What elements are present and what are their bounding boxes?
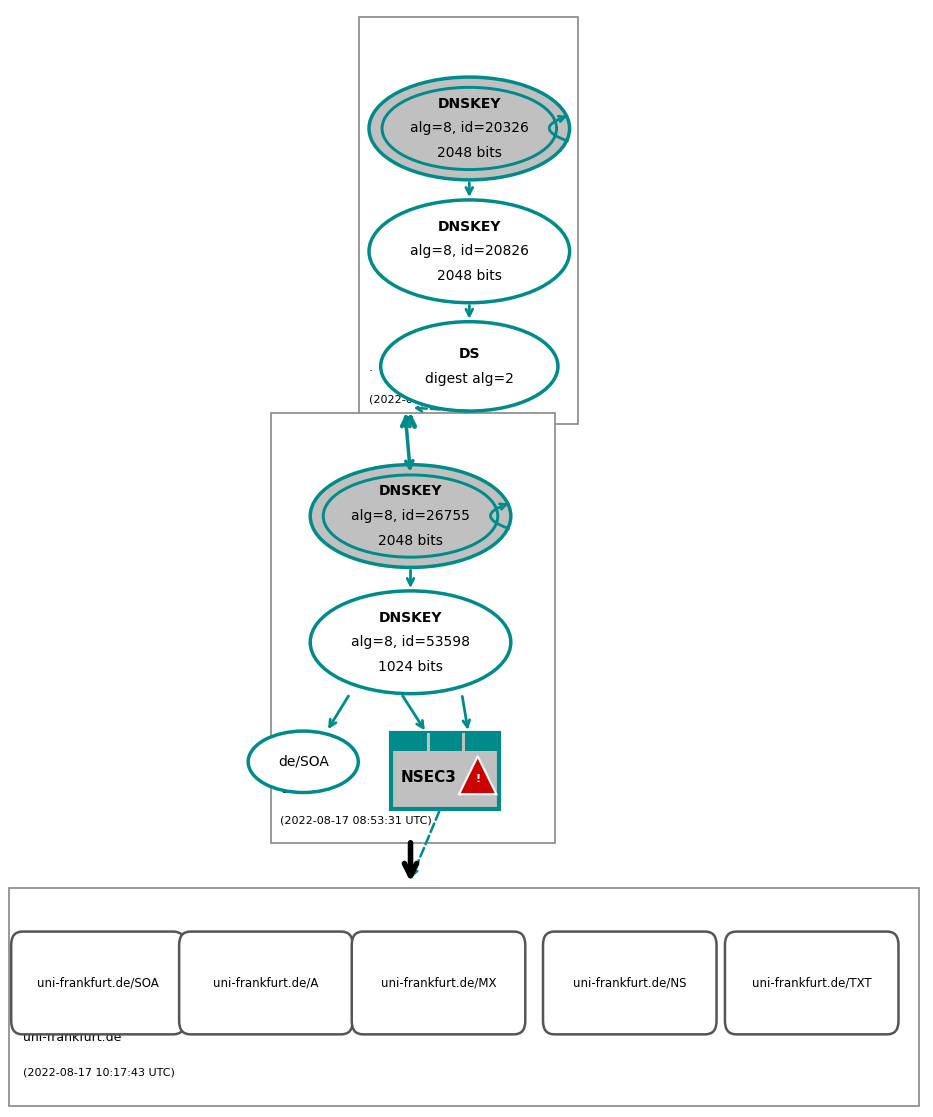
Text: alg=8, id=20326: alg=8, id=20326: [410, 122, 529, 135]
Text: uni-frankfurt.de/A: uni-frankfurt.de/A: [214, 976, 318, 990]
FancyBboxPatch shape: [9, 888, 919, 1106]
Text: DNSKEY: DNSKEY: [438, 220, 501, 233]
FancyBboxPatch shape: [179, 932, 353, 1034]
FancyBboxPatch shape: [426, 733, 429, 751]
Text: de/SOA: de/SOA: [278, 755, 328, 768]
Text: DNSKEY: DNSKEY: [379, 611, 442, 624]
Text: (2022-08-17 08:53:31 UTC): (2022-08-17 08:53:31 UTC): [280, 815, 432, 825]
Text: uni-frankfurt.de: uni-frankfurt.de: [23, 1031, 121, 1044]
Text: 2048 bits: 2048 bits: [378, 534, 443, 547]
Ellipse shape: [369, 77, 569, 180]
Polygon shape: [459, 756, 496, 794]
FancyBboxPatch shape: [359, 17, 578, 424]
Ellipse shape: [310, 591, 511, 694]
Text: DNSKEY: DNSKEY: [438, 97, 501, 111]
Text: de: de: [280, 783, 296, 796]
FancyBboxPatch shape: [725, 932, 898, 1034]
FancyBboxPatch shape: [271, 413, 555, 843]
Text: uni-frankfurt.de/TXT: uni-frankfurt.de/TXT: [752, 976, 871, 990]
Text: NSEC3: NSEC3: [400, 770, 456, 785]
Text: !: !: [475, 774, 480, 783]
Ellipse shape: [310, 465, 511, 567]
Text: alg=8, id=53598: alg=8, id=53598: [351, 636, 470, 649]
Ellipse shape: [381, 322, 558, 411]
Ellipse shape: [369, 200, 569, 303]
FancyBboxPatch shape: [543, 932, 717, 1034]
Text: alg=8, id=26755: alg=8, id=26755: [351, 509, 470, 523]
FancyBboxPatch shape: [11, 932, 185, 1034]
Text: digest alg=2: digest alg=2: [425, 372, 514, 385]
Text: alg=8, id=20826: alg=8, id=20826: [410, 245, 529, 258]
Text: (2022-08-17 07:08:02 UTC): (2022-08-17 07:08:02 UTC): [369, 394, 521, 404]
Text: 1024 bits: 1024 bits: [378, 660, 443, 674]
FancyBboxPatch shape: [462, 733, 465, 751]
Text: (2022-08-17 10:17:43 UTC): (2022-08-17 10:17:43 UTC): [23, 1068, 175, 1078]
Text: 2048 bits: 2048 bits: [437, 269, 502, 283]
Text: uni-frankfurt.de/SOA: uni-frankfurt.de/SOA: [37, 976, 159, 990]
Ellipse shape: [248, 732, 358, 793]
FancyBboxPatch shape: [352, 932, 525, 1034]
Text: 2048 bits: 2048 bits: [437, 146, 502, 160]
FancyBboxPatch shape: [391, 733, 498, 751]
Text: DNSKEY: DNSKEY: [379, 485, 442, 498]
Text: .: .: [369, 361, 372, 374]
Text: uni-frankfurt.de/NS: uni-frankfurt.de/NS: [573, 976, 687, 990]
Text: DS: DS: [458, 347, 480, 361]
FancyBboxPatch shape: [391, 733, 498, 809]
Text: uni-frankfurt.de/MX: uni-frankfurt.de/MX: [381, 976, 496, 990]
